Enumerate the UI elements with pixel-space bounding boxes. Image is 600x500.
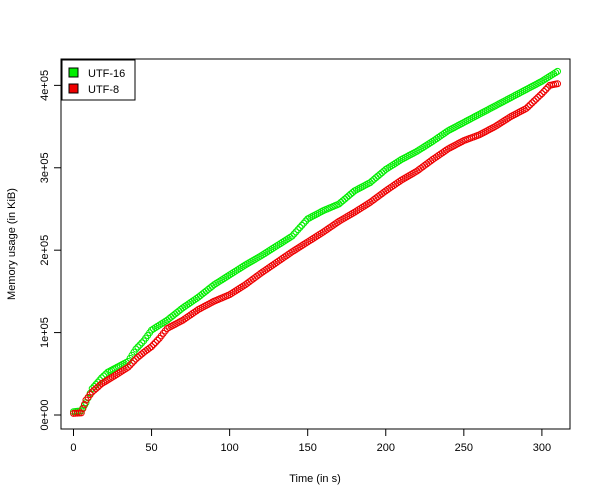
- data-point: [538, 90, 546, 98]
- data-point: [292, 228, 300, 236]
- data-point: [167, 313, 175, 321]
- data-point: [130, 357, 138, 365]
- data-point: [134, 343, 142, 351]
- legend-label-utf8: UTF-8: [88, 84, 119, 96]
- y-axis: 0e+00 1e+05 2e+05 3e+05 4e+05: [39, 70, 61, 431]
- data-point: [146, 344, 154, 352]
- data-point: [132, 345, 140, 353]
- data-point: [552, 69, 560, 77]
- data-point: [534, 93, 542, 101]
- data-point: [554, 80, 562, 88]
- y-tick-label: 4e+05: [39, 70, 51, 101]
- data-point: [204, 285, 212, 293]
- data-point: [442, 146, 450, 154]
- data-point: [169, 312, 177, 320]
- data-point: [171, 310, 179, 318]
- legend-swatch-utf8: [68, 83, 79, 94]
- data-point: [136, 341, 144, 349]
- x-tick-label: 100: [220, 442, 238, 454]
- data-point: [99, 379, 107, 387]
- legend: UTF-16 UTF-8: [61, 59, 136, 101]
- data-point: [192, 307, 200, 315]
- data-point: [198, 290, 206, 298]
- plot-frame: [60, 58, 571, 430]
- data-point: [124, 363, 132, 371]
- data-point: [150, 341, 158, 349]
- legend-swatch-utf16: [68, 67, 79, 78]
- series-utf8: [69, 80, 562, 417]
- x-tick-label: 50: [145, 442, 157, 454]
- x-tick-label: 150: [299, 442, 317, 454]
- data-point: [151, 338, 159, 346]
- y-axis-title: Memory usage (in KiB): [6, 188, 18, 300]
- data-point: [540, 88, 548, 96]
- data-point: [296, 224, 304, 232]
- y-tick-label: 1e+05: [39, 317, 51, 348]
- data-point: [77, 409, 85, 417]
- data-point: [505, 114, 513, 122]
- y-tick-label: 2e+05: [39, 235, 51, 266]
- data-point: [239, 262, 247, 270]
- y-tick-label: 0e+00: [39, 400, 51, 431]
- series-utf16: [69, 67, 562, 416]
- data-point: [148, 343, 156, 351]
- data-point: [206, 284, 214, 292]
- data-point: [80, 400, 88, 408]
- data-point: [554, 67, 562, 75]
- data-point: [536, 91, 544, 99]
- x-axis: 0 50 100 150 200 250 300: [70, 429, 551, 454]
- data-point: [298, 221, 306, 229]
- data-point: [288, 232, 296, 240]
- data-point: [522, 104, 530, 112]
- data-point: [138, 339, 146, 347]
- x-axis-title: Time (in s): [289, 473, 341, 485]
- data-point: [202, 287, 210, 295]
- data-point: [175, 307, 183, 315]
- data-point: [173, 309, 181, 316]
- data-point: [98, 380, 106, 388]
- data-point: [153, 336, 161, 344]
- data-point: [532, 95, 540, 103]
- data-point: [542, 85, 550, 93]
- legend-label-utf16: UTF-16: [88, 68, 125, 80]
- data-point: [300, 219, 308, 227]
- data-point: [107, 374, 115, 382]
- x-tick-label: 250: [455, 442, 473, 454]
- data-point: [395, 157, 403, 165]
- x-tick-label: 200: [377, 442, 395, 454]
- data-point: [105, 375, 113, 383]
- data-point: [103, 376, 111, 384]
- y-tick-label: 3e+05: [39, 152, 51, 183]
- x-tick-label: 300: [533, 442, 551, 454]
- data-point: [200, 289, 208, 297]
- data-point: [528, 99, 536, 107]
- x-tick-label: 0: [70, 442, 76, 454]
- points-layer: [69, 67, 562, 417]
- data-point: [294, 226, 302, 234]
- data-point: [286, 233, 294, 241]
- data-point: [290, 230, 298, 238]
- data-point: [128, 359, 136, 367]
- data-point: [126, 361, 134, 369]
- data-point: [90, 386, 98, 394]
- data-point: [79, 405, 87, 413]
- data-point: [530, 97, 538, 105]
- data-point: [442, 128, 450, 136]
- data-point: [526, 101, 534, 109]
- data-point: [101, 377, 109, 385]
- data-point: [524, 103, 532, 111]
